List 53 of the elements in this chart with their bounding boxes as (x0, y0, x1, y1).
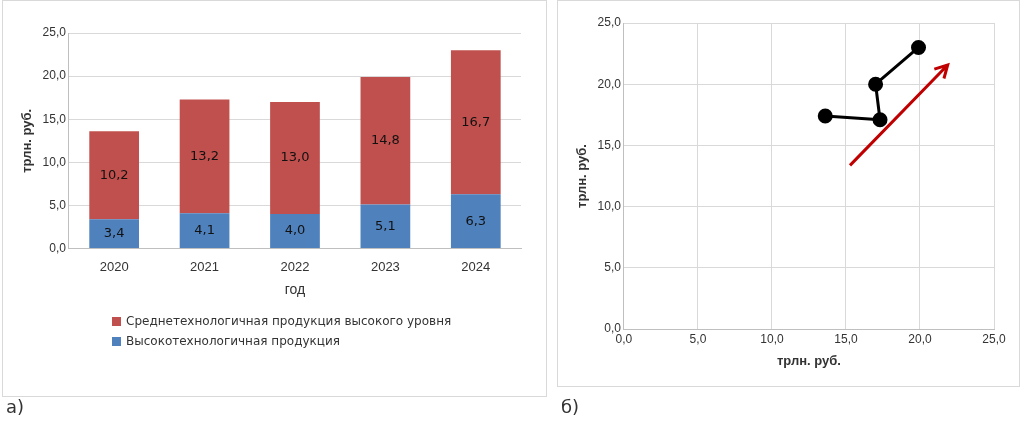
y-tick-label: 10,0 (42, 154, 67, 169)
y-tick-label: 25,0 (42, 25, 67, 40)
x-tick-label: 0,0 (615, 331, 633, 346)
x-tick-label: 20,0 (908, 331, 932, 346)
x-tick-label: 2023 (370, 258, 400, 274)
data-label: 5,1 (375, 217, 396, 233)
data-label: 16,7 (461, 113, 491, 129)
legend-label: Высокотехнологичная продукция (126, 334, 340, 348)
y-tick-label: 20,0 (42, 68, 67, 83)
bar (360, 76, 411, 205)
x-tick-label: 25,0 (982, 331, 1006, 346)
y-axis-title: трлн. руб. (19, 108, 35, 173)
bar (450, 194, 501, 249)
text: а) (6, 396, 25, 417)
y-tick-label: 10,0 (597, 198, 622, 213)
data-label: 4,1 (194, 222, 215, 238)
text: б) (561, 396, 580, 417)
y-tick-label: 25,0 (597, 15, 622, 30)
bar (450, 50, 501, 195)
x-tick-label: 10,0 (760, 331, 784, 346)
data-label: 6,3 (465, 212, 487, 228)
point (817, 108, 833, 124)
data-label: 13,0 (280, 149, 310, 165)
bar (270, 214, 320, 249)
data-label: 3,4 (103, 225, 125, 241)
point (868, 76, 884, 92)
x-tick-label: 2022 (280, 258, 310, 274)
x-tick-label: 2024 (461, 258, 491, 274)
x-tick-label: 15,0 (834, 331, 858, 346)
data-label: 10,2 (99, 166, 129, 182)
bar (89, 131, 140, 220)
y-tick-label: 5,0 (49, 197, 67, 212)
y-tick-label: 0,0 (49, 240, 67, 255)
x-tick-label: 2021 (190, 258, 220, 274)
x-axis-title: год (284, 281, 306, 298)
y-tick-label: 15,0 (597, 137, 622, 152)
x-tick-label: 2020 (99, 258, 129, 274)
y-axis-title: трлн. руб. (574, 144, 590, 208)
x-axis-title: трлн. руб. (776, 352, 841, 368)
data-label: 14,8 (370, 132, 400, 148)
data-label: 13,2 (190, 147, 220, 163)
legend-label: Среднетехнологичная продукция высокого уровня (126, 314, 452, 328)
y-tick-label: 15,0 (42, 111, 67, 126)
y-tick-label: 20,0 (597, 76, 622, 91)
bar (270, 101, 320, 215)
bar (360, 204, 411, 249)
point (872, 112, 888, 128)
x-tick-label: 5,0 (689, 331, 707, 346)
bar (179, 99, 230, 214)
bar (179, 213, 230, 249)
data-label: 4,0 (284, 222, 306, 238)
point (911, 39, 927, 55)
bar (89, 219, 140, 249)
